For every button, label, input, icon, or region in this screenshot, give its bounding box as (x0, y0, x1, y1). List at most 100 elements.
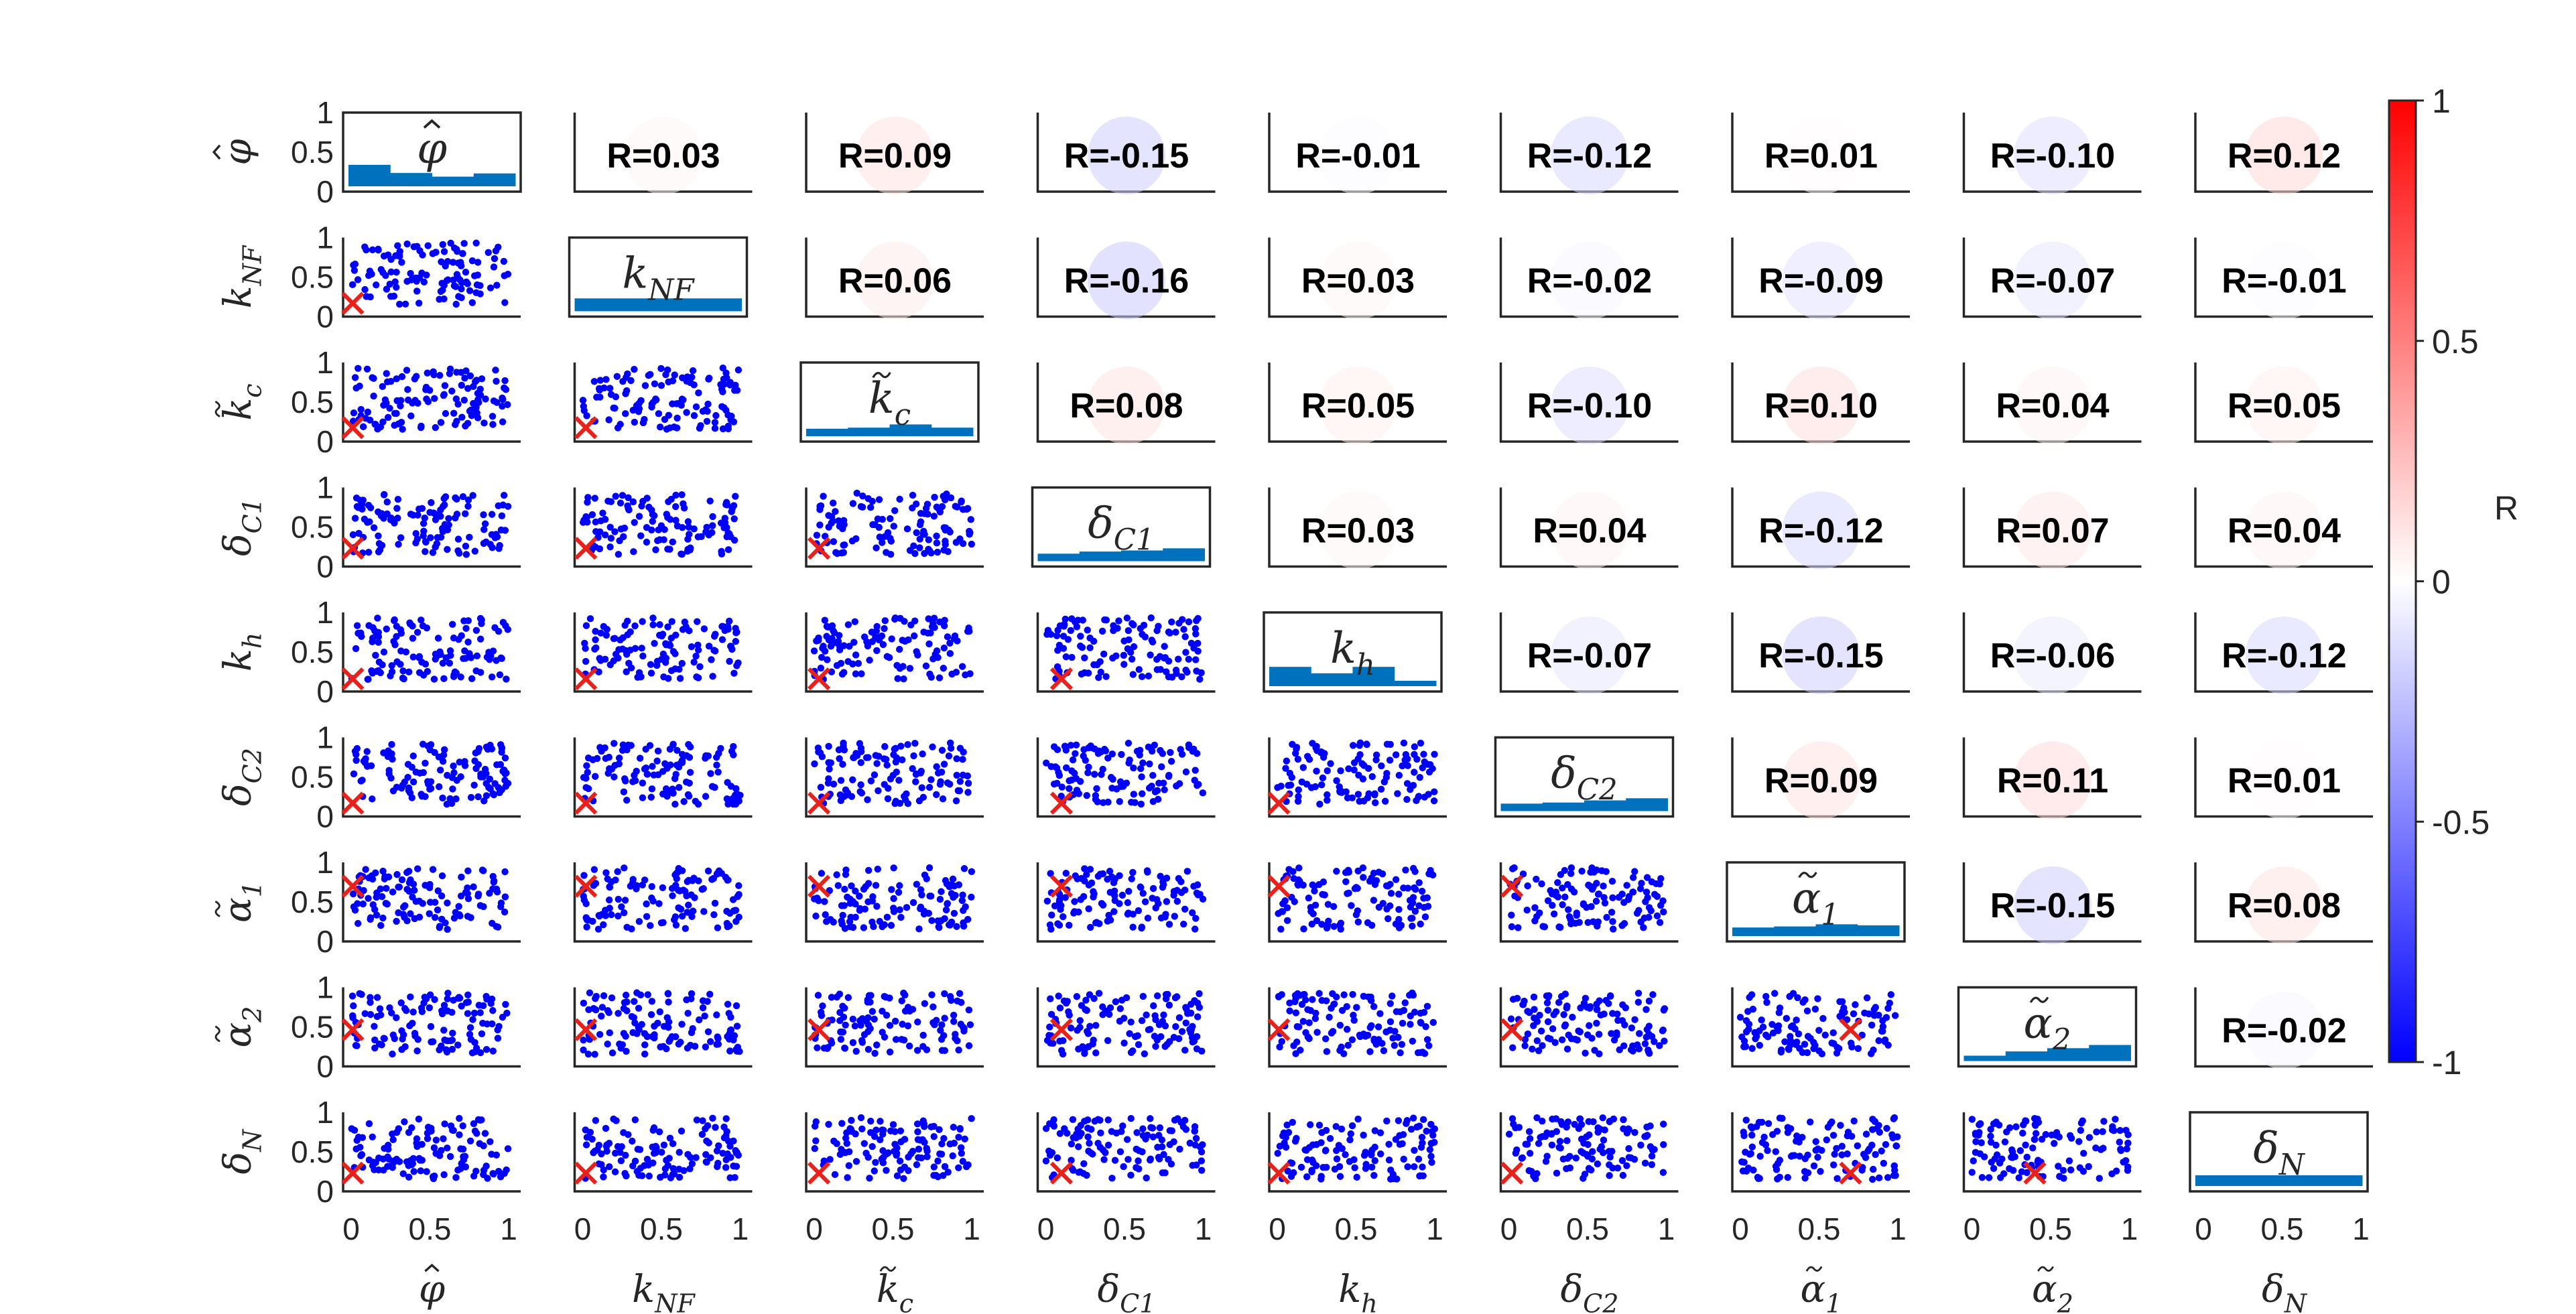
scatter-point-dN-kc-53 (944, 1169, 952, 1176)
scatter-point-alpha1-kc-116 (944, 900, 951, 907)
scatter-point-dN-phi-108 (432, 1136, 440, 1144)
hist-bar-kh-0 (1269, 667, 1311, 686)
scatter-point-alpha2-phi-114 (402, 1006, 410, 1014)
scatter-point-alpha2-kh-50 (1323, 997, 1330, 1004)
scatter-point-kh-dC1-16 (1128, 655, 1136, 663)
scatter-point-dN-kh-85 (1362, 1148, 1369, 1156)
scatter-point-dC2-phi-113 (380, 749, 387, 757)
scatter-point-alpha1-phi-6 (455, 903, 462, 910)
scatter-point-dC2-kc-107 (964, 789, 972, 796)
scatter-point-alpha2-kh-87 (1380, 1047, 1388, 1055)
y-label-symbol-alpha1: α1 (214, 881, 267, 923)
scatter-point-kh-dC1-22 (1168, 618, 1175, 626)
scatter-point-dC1-phi-92 (464, 503, 472, 510)
scatter-point-alpha2-dC1-73 (1159, 1018, 1167, 1025)
scatter-point-kNF-phi-19 (466, 287, 474, 294)
scatter-point-dN-dC2-101 (1618, 1157, 1626, 1165)
scatter-point-dC1-kNF-0 (588, 511, 596, 519)
scatter-point-dN-dC1-90 (1088, 1126, 1095, 1133)
scatter-point-kc-phi-53 (471, 378, 479, 385)
scatter-point-alpha1-kc-115 (942, 876, 950, 884)
scatter-point-dC2-kc-6 (911, 740, 919, 747)
scatter-point-kh-kc-115 (940, 665, 948, 672)
scatter-point-dC2-kh-115 (1420, 750, 1427, 758)
scatter-point-dN-alpha1-24 (1884, 1174, 1892, 1181)
scatter-point-dC2-dC1-104 (1158, 763, 1165, 771)
axes-dC1-kc (805, 487, 984, 568)
scatter-point-dC2-phi-83 (477, 771, 485, 778)
scatter-point-kc-kNF-87 (635, 399, 643, 407)
scatter-point-kh-phi-5 (458, 632, 465, 639)
scatter-point-dN-kNF-52 (709, 1114, 716, 1122)
scatter-point-alpha1-kh-2 (1333, 868, 1340, 875)
scatter-point-alpha1-phi-110 (369, 875, 377, 883)
scatter-point-dC2-kh-58 (1286, 769, 1294, 777)
scatter-point-dC2-dC1-22 (1063, 764, 1070, 772)
scatter-point-alpha1-kh-116 (1337, 925, 1344, 933)
scatter-point-alpha1-phi-7 (438, 872, 446, 880)
scatter-point-alpha2-kNF-46 (713, 1011, 720, 1019)
scatter-point-alpha2-dC1-40 (1194, 999, 1202, 1007)
scatter-point-dN-phi-21 (456, 1131, 463, 1138)
scatter-point-dC1-kNF-113 (591, 495, 598, 502)
scatter-point-alpha2-alpha1-6 (1854, 1045, 1862, 1053)
scatter-point-kNF-phi-87 (403, 240, 411, 248)
scatter-point-dN-dC2-109 (1541, 1132, 1549, 1140)
scatter-point-dN-phi-104 (476, 1140, 483, 1147)
hist-bar-dN-3 (2320, 1175, 2363, 1186)
scatter-point-alpha1-dC2-111 (1580, 900, 1588, 907)
scatter-point-dN-kc-104 (934, 1173, 942, 1181)
corr-circle-kc-dC1 (1088, 367, 1165, 444)
scatter-point-dC2-dC1-95 (1130, 765, 1137, 772)
scatter-point-dN-kc-106 (919, 1136, 926, 1144)
scatter-point-alpha1-phi-53 (405, 868, 413, 875)
scatter-point-dC1-phi-119 (462, 510, 469, 517)
scatter-point-dC1-kc-93 (921, 549, 928, 557)
scatter-point-dC1-kNF-114 (705, 531, 712, 539)
scatter-point-kh-dC1-119 (1130, 621, 1137, 629)
panel-dC2-kh (1267, 737, 1447, 818)
scatter-point-dC1-kNF-19 (669, 538, 676, 546)
scatter-point-kNF-phi-15 (476, 290, 484, 298)
scatter-point-dC1-kNF-89 (721, 519, 728, 526)
panel-phi-dN: R=0.12 (2194, 113, 2373, 194)
scatter-point-alpha1-kc-41 (928, 917, 936, 925)
scatter-point-dC2-dC1-60 (1137, 765, 1145, 773)
scatter-point-alpha2-phi-23 (413, 1047, 421, 1055)
scatter-point-alpha1-kNF-22 (685, 901, 692, 909)
scatter-point-alpha2-alpha1-30 (1783, 1014, 1791, 1023)
scatter-point-dN-phi-82 (436, 1152, 444, 1159)
scatter-point-dC2-kNF-108 (604, 769, 612, 777)
scatter-point-dN-kh-47 (1326, 1134, 1334, 1142)
scatter-point-alpha1-kh-86 (1295, 864, 1303, 872)
scatter-point-kh-kc-69 (897, 614, 904, 622)
scatter-point-kh-kNF-112 (603, 626, 610, 633)
y-tick-dC2-0: 0 (316, 799, 334, 834)
x-label-kc-text: kc (877, 1268, 913, 1314)
scatter-point-kh-phi-38 (409, 622, 416, 630)
x-tick-alpha1-2: 1 (1889, 1211, 1907, 1246)
scatter-point-alpha2-kNF-93 (623, 1047, 630, 1055)
scatter-point-alpha1-kh-112 (1366, 877, 1374, 885)
scatter-point-dC1-kc-78 (828, 513, 836, 521)
scatter-point-alpha2-dC2-43 (1569, 1013, 1576, 1021)
scatter-point-kNF-phi-98 (420, 278, 428, 286)
scatter-point-alpha1-kc-109 (868, 918, 876, 926)
corr-circle-dC2-alpha1 (1782, 741, 1860, 819)
scatter-point-kh-kNF-48 (591, 645, 598, 653)
scatter-point-kh-kc-61 (866, 657, 873, 664)
scatter-point-alpha1-kh-109 (1409, 915, 1416, 922)
scatter-point-dN-alpha1-80 (1762, 1141, 1770, 1148)
scatter-point-dC1-kNF-68 (673, 522, 682, 530)
scatter-point-alpha2-kh-93 (1407, 1012, 1414, 1020)
scatter-point-alpha2-phi-47 (426, 1004, 434, 1012)
scatter-point-dC1-kc-69 (840, 541, 847, 549)
scatter-point-dC1-kNF-119 (621, 524, 629, 532)
scatter-point-dN-alpha1-3 (1764, 1120, 1773, 1127)
axes-kh-dC1 (1036, 612, 1216, 693)
scatter-point-dN-phi-106 (481, 1130, 489, 1137)
scatter-point-alpha2-dC1-111 (1081, 1047, 1088, 1054)
scatter-point-alpha2-kNF-1 (615, 1010, 622, 1017)
scatter-point-kNF-phi-86 (363, 246, 370, 254)
panel-dC2-alpha2: R=0.11 (1962, 737, 2142, 819)
